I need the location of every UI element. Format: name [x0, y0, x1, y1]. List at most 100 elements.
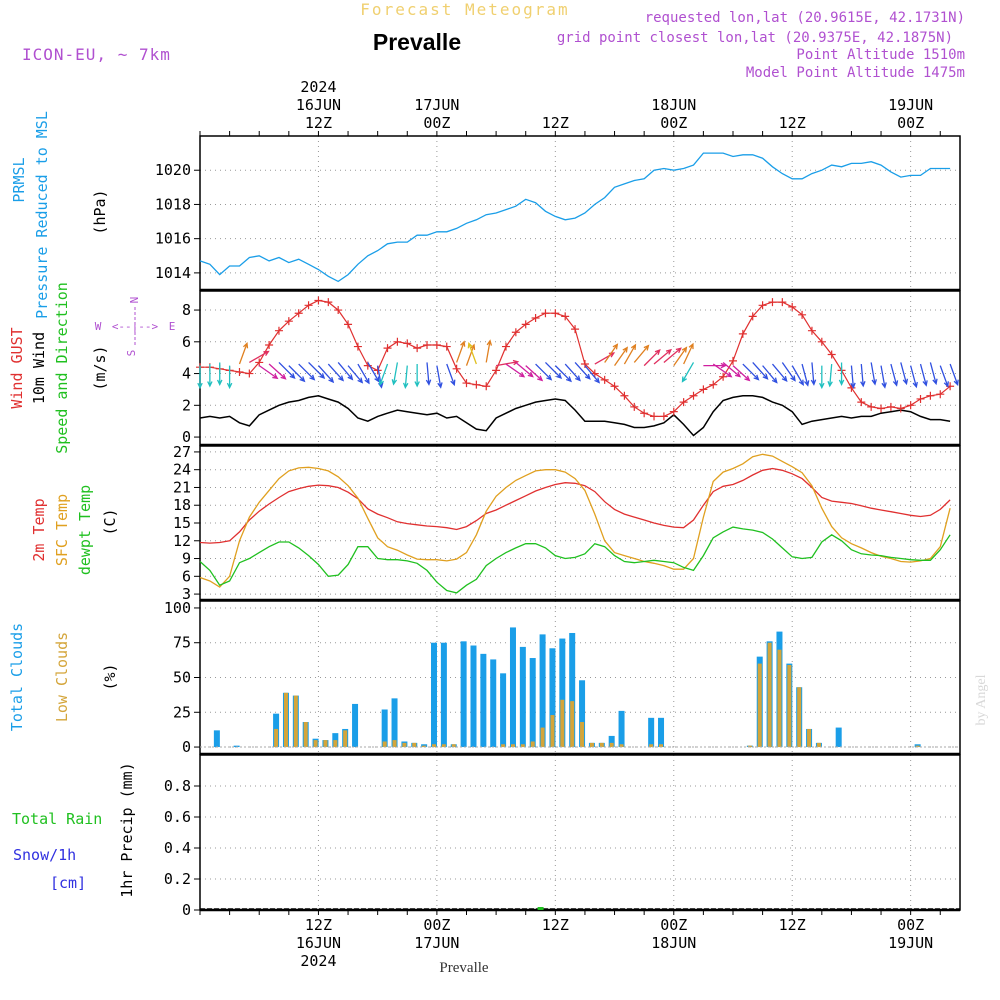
gust-marker: [748, 312, 757, 321]
wind-direction-arrow: [465, 343, 476, 366]
time-label-bottom: 16JUN: [296, 934, 341, 952]
low-cloud-bar: [915, 745, 920, 748]
low-cloud-bar: [274, 728, 279, 748]
time-label-bottom: 00Z: [897, 916, 924, 934]
wind-direction-arrow: [722, 361, 742, 378]
grid-point-coords: grid point closest lon,lat (20.9375E, 42…: [557, 30, 953, 46]
low-cloud-bar: [382, 741, 387, 748]
sfc-label: SFC Temp: [53, 494, 71, 566]
total-cloud-label: Total Clouds: [8, 623, 26, 731]
wind-direction-arrow: [604, 343, 619, 363]
time-label-top: 19JUN: [888, 96, 933, 114]
total-cloud-bar: [490, 659, 497, 748]
gust-marker: [669, 407, 678, 416]
ytick-label: 18: [173, 496, 191, 514]
wind-direction-arrow: [367, 362, 380, 383]
ytick-label: 21: [173, 478, 191, 496]
wind-direction-arrow: [742, 363, 760, 381]
total-cloud-bar: [835, 727, 842, 748]
wind-direction-arrow: [207, 364, 213, 388]
compass-rose-icon: N S W E <--|-->: [95, 297, 176, 357]
wind-direction-arrow: [838, 362, 845, 386]
wind-direction-arrow: [919, 363, 928, 387]
wind-direction-arrow: [673, 346, 688, 366]
gust-marker: [778, 298, 787, 307]
gust-marker: [304, 301, 313, 310]
low-cloud-bar: [520, 744, 525, 748]
ytick-label: 6: [182, 567, 191, 585]
wind-direction-arrow: [703, 362, 727, 369]
wind10m-label: 10m Wind: [30, 332, 48, 404]
temp-unit: (C): [101, 508, 119, 535]
low-cloud-bar: [510, 744, 515, 748]
gust-marker: [324, 298, 333, 307]
wind-direction-arrow: [525, 365, 544, 382]
gust-marker: [265, 340, 274, 349]
wind-direction-arrow: [781, 362, 796, 382]
gust-marker: [255, 358, 264, 367]
wind-direction-arrow: [544, 361, 563, 380]
pressure-unit: (hPa): [91, 189, 109, 234]
wind-direction-arrow: [535, 363, 553, 381]
low-cloud-bar: [432, 744, 437, 748]
ytick-label: 0.4: [164, 839, 191, 857]
ytick-label: 9: [182, 550, 191, 568]
wind-direction-arrow: [414, 364, 420, 388]
wind-direction-arrow: [327, 363, 345, 382]
station-title: Prevalle: [373, 29, 461, 55]
ytick-label: 15: [173, 514, 191, 532]
gust-marker: [857, 398, 866, 407]
low-cloud-bar: [580, 722, 585, 748]
dew-label: dewpt Temp: [76, 485, 94, 575]
ytick-label: 0.8: [164, 777, 191, 795]
dewpoint-line: [199, 526, 951, 594]
gust-marker: [877, 404, 886, 413]
total-cloud-bar: [529, 658, 536, 748]
gust-marker: [284, 317, 293, 326]
wind-direction-arrow: [554, 365, 572, 383]
gust-marker: [334, 306, 343, 315]
gust-marker: [314, 296, 323, 305]
temp-2m-line: [199, 467, 951, 544]
ytick-label: 1014: [155, 264, 191, 282]
gust-marker: [728, 356, 737, 365]
gust-marker: [689, 391, 698, 400]
time-label-top: 00Z: [897, 114, 924, 132]
time-label-bottom: 00Z: [423, 916, 450, 934]
wind-direction-arrow: [485, 339, 493, 363]
ytick-label: 0: [182, 901, 191, 919]
gust-marker: [600, 375, 609, 384]
wind-direction-arrow: [623, 343, 637, 365]
footer-label: Prevalle: [439, 960, 488, 976]
total-cloud-bar: [460, 641, 467, 748]
gust-marker: [758, 301, 767, 310]
low-cloud-bar: [530, 741, 535, 748]
wind-direction-arrow: [446, 363, 456, 387]
total-cloud-bar: [500, 673, 507, 748]
time-label-top: 2024: [300, 78, 336, 96]
gust-marker: [699, 385, 708, 394]
wind-direction-arrow: [357, 363, 370, 385]
compass-s: S: [125, 350, 138, 357]
gust-marker: [650, 412, 659, 421]
wind-direction-arrow: [238, 341, 249, 365]
low-cloud-bar: [787, 664, 792, 748]
gust-marker: [571, 325, 580, 334]
wind-direction-arrow: [268, 363, 287, 380]
wind-direction-arrow: [712, 363, 733, 378]
watermark: by Angel: [974, 674, 989, 725]
gust-marker: [886, 402, 895, 411]
wind-direction-arrow: [288, 365, 306, 383]
precip-frame: [199, 754, 961, 911]
compass-w: W: [95, 320, 102, 333]
gust-marker: [274, 326, 283, 335]
low-cloud-bar: [283, 692, 288, 748]
low-cloud-bar: [343, 730, 348, 748]
point-altitude: Point Altitude 1510m: [796, 47, 965, 63]
low-cloud-bar: [659, 744, 664, 748]
low-cloud-bar: [619, 744, 624, 748]
gust-marker: [462, 379, 471, 388]
rain-label: Total Rain: [12, 810, 102, 828]
low-cloud-bar: [441, 744, 446, 748]
gust-marker: [798, 310, 807, 319]
